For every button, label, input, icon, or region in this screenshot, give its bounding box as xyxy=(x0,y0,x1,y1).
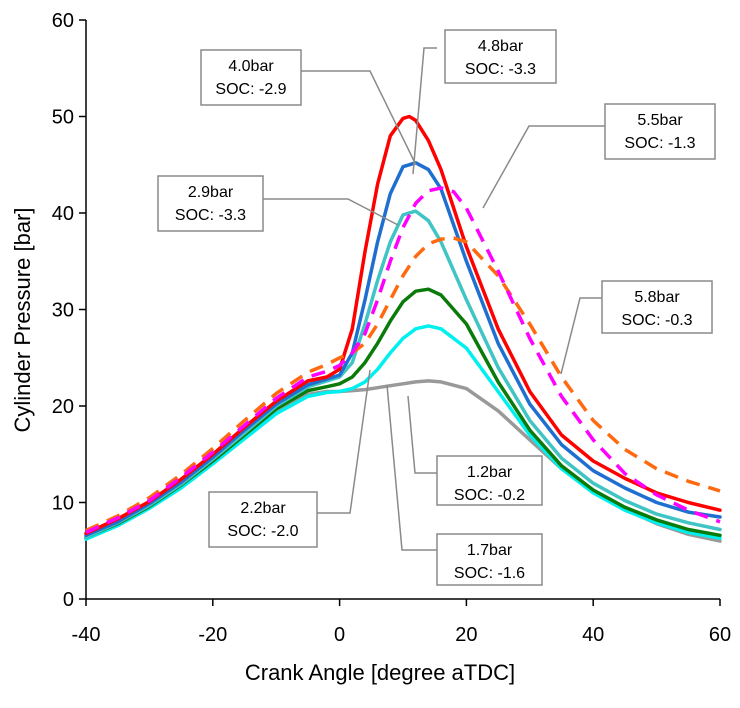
x-tick-label: -40 xyxy=(72,624,101,646)
series-line-7 xyxy=(84,379,722,543)
series-line-2 xyxy=(84,209,722,539)
x-axis-title: Crank Angle [degree aTDC] xyxy=(245,660,515,685)
x-tick-label: 20 xyxy=(455,624,477,646)
y-tick-label: 30 xyxy=(52,300,74,322)
callout-soc-label: SOC: -1.6 xyxy=(454,565,525,582)
callout-5: 2.2bar SOC: -2.0 xyxy=(208,369,371,548)
callout-7: 1.2bar SOC: -0.2 xyxy=(407,395,543,506)
callout-box xyxy=(436,533,543,586)
callout-pressure-label: 5.5bar xyxy=(637,112,683,129)
callout-1: 4.8bar SOC: -3.3 xyxy=(412,29,557,175)
callout-leader xyxy=(407,395,437,474)
callout-pressure-label: 4.8bar xyxy=(478,38,524,55)
series-line-1 xyxy=(84,161,722,538)
callout-pressure-label: 1.2bar xyxy=(467,464,513,481)
callout-soc-label: SOC: -2.0 xyxy=(227,523,298,540)
callout-box xyxy=(436,455,543,506)
callout-pressure-label: 2.2bar xyxy=(240,500,286,517)
annotations: 4.0bar SOC: -2.9 4.8bar SOC: -3.3 2.9bar SOC:… xyxy=(157,29,716,586)
callout-leader xyxy=(263,198,399,226)
callout-leader xyxy=(560,297,602,375)
x-tick-label: 60 xyxy=(709,624,731,646)
callout-soc-label: SOC: -0.3 xyxy=(621,312,692,329)
series-line-3 xyxy=(85,186,721,534)
callout-soc-label: SOC: -3.3 xyxy=(175,207,246,224)
y-tick-label: 40 xyxy=(52,203,74,225)
y-tick-label: 60 xyxy=(52,10,74,32)
axes: 0 10 20 30 40 50 60 -40 -20 0 20 40 60 xyxy=(52,10,731,646)
callout-box xyxy=(601,280,713,334)
series-line-4 xyxy=(85,236,721,533)
callout-soc-label: SOC: -3.3 xyxy=(465,61,536,78)
callout-pressure-label: 4.0bar xyxy=(228,58,274,75)
callout-pressure-label: 2.9bar xyxy=(188,184,234,201)
y-tick-label: 50 xyxy=(52,107,74,129)
callout-leader xyxy=(482,125,605,209)
callout-0: 4.0bar SOC: -2.9 xyxy=(200,49,417,166)
callout-leader xyxy=(412,47,437,175)
callout-pressure-label: 5.8bar xyxy=(634,289,680,306)
callout-2: 2.9bar SOC: -3.3 xyxy=(157,175,399,232)
y-tick-label: 0 xyxy=(63,589,74,611)
callout-6: 1.7bar SOC: -1.6 xyxy=(386,384,543,586)
y-tick-label: 20 xyxy=(52,396,74,418)
callout-3: 5.5bar SOC: -1.3 xyxy=(482,103,716,209)
y-tick-label: 10 xyxy=(52,493,74,515)
callout-pressure-label: 1.7bar xyxy=(467,542,513,559)
callout-soc-label: SOC: -1.3 xyxy=(624,135,695,152)
callout-leader xyxy=(386,384,437,551)
x-tick-label: 0 xyxy=(334,624,345,646)
callout-box xyxy=(208,491,318,548)
series-line-6 xyxy=(84,324,722,541)
callout-box xyxy=(157,175,264,232)
callout-leader xyxy=(317,369,371,514)
y-axis-title: Cylinder Pressure [bar] xyxy=(10,208,35,433)
callout-box xyxy=(604,103,716,160)
x-tick-label: 40 xyxy=(582,624,604,646)
callout-box xyxy=(444,29,557,84)
callout-soc-label: SOC: -0.2 xyxy=(454,487,525,504)
callout-soc-label: SOC: -2.9 xyxy=(215,81,286,98)
x-tick-label: -20 xyxy=(198,624,227,646)
callout-4: 5.8bar SOC: -0.3 xyxy=(560,280,713,375)
callout-leader xyxy=(301,70,417,166)
callout-box xyxy=(200,49,302,106)
